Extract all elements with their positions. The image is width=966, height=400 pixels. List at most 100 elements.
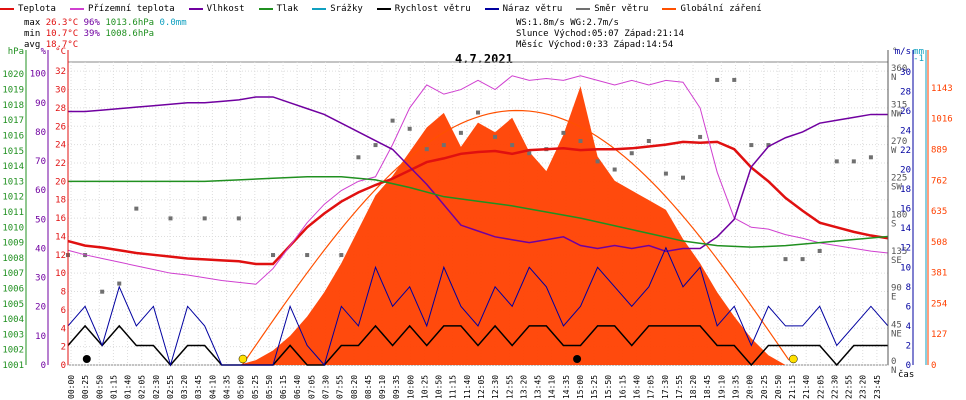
ms-axis-tick: 10	[900, 263, 911, 273]
pct-axis-tick: 0	[41, 361, 46, 371]
ms-axis-tick: 18	[900, 185, 911, 195]
min-pres: 1008.6hPa	[105, 29, 155, 39]
time-tick: 11:15	[449, 375, 458, 399]
legend-swatch	[376, 8, 391, 10]
time-tick: 15:25	[590, 375, 599, 399]
time-tick: 17:05	[647, 375, 656, 399]
legend-item: Rychlost větru	[376, 2, 471, 16]
time-tick: 00:25	[81, 375, 90, 399]
hpa-axis-tick: 1017	[2, 116, 24, 126]
time-tick: 12:55	[505, 375, 514, 399]
pct-axis-tick: 20	[35, 303, 46, 313]
ms-axis-tick: 30	[900, 68, 911, 78]
pct-axis-tick: 70	[35, 157, 46, 167]
min-temp: 10.7°C	[45, 29, 79, 39]
legend-item: Směr větru	[576, 2, 648, 16]
dir-axis-tick: 315	[891, 100, 907, 110]
wind-dir-point	[698, 134, 703, 139]
avg-temp: 18.7°C	[45, 40, 79, 50]
time-tick: 00:00	[67, 375, 76, 399]
legend-item: Tlak	[258, 2, 298, 16]
hpa-axis-tick: 1018	[2, 101, 24, 111]
time-tick: 04:35	[223, 375, 232, 399]
time-tick: 13:20	[519, 375, 528, 399]
dir-axis-label: W	[891, 146, 897, 156]
ms-axis-tick: 24	[900, 126, 911, 136]
dir-axis-label: N	[891, 73, 896, 83]
temp-axis-tick: 18	[55, 196, 66, 206]
wind-dir-point	[783, 257, 788, 262]
wind-dir-point	[458, 130, 463, 135]
time-tick: 05:25	[251, 375, 260, 399]
time-tick: 18:45	[703, 375, 712, 399]
time-tick: 23:45	[873, 375, 882, 399]
legend-swatch	[0, 8, 14, 10]
legend-swatch	[662, 8, 677, 10]
avg-label: avg	[24, 40, 41, 50]
wind-dir-point	[373, 143, 378, 148]
wind-dir-point	[766, 143, 771, 148]
time-tick: 07:55	[336, 375, 345, 399]
time-tick: 21:40	[802, 375, 811, 399]
hpa-axis-tick: 1007	[2, 269, 24, 279]
hpa-axis-tick: 1010	[2, 223, 24, 233]
pct-axis-tick: 40	[35, 244, 46, 254]
time-tick: 02:30	[152, 375, 161, 399]
legend-item: Srážky	[312, 2, 363, 16]
pct-axis-tick: 10	[35, 332, 46, 342]
wind-dir-point	[134, 206, 139, 211]
moonset-marker	[573, 355, 582, 363]
dir-axis-label: NE	[891, 329, 902, 339]
wm2-axis-tick: 254	[931, 299, 947, 309]
time-tick: 17:55	[675, 375, 684, 399]
hpa-axis-tick: 1015	[2, 147, 24, 157]
temp-axis-tick: 2	[61, 343, 66, 353]
time-tick: 14:10	[548, 375, 557, 399]
legend-item: Teplota	[0, 2, 56, 16]
ms-axis-tick: 28	[900, 87, 911, 97]
wind-dir-point	[83, 253, 88, 258]
solar-theoretical-curve	[241, 109, 790, 366]
legend-swatch	[69, 8, 84, 10]
legend-label: Srážky	[330, 4, 363, 14]
mm-axis-unit: mm	[913, 47, 924, 57]
hpa-axis-tick: 1001	[2, 361, 24, 371]
time-tick: 04:10	[208, 375, 217, 399]
hpa-axis-tick: 1003	[2, 330, 24, 340]
time-tick: 05:50	[265, 375, 274, 399]
wind-dir-point	[749, 143, 754, 148]
pct-axis-tick: 90	[35, 99, 46, 109]
hpa-axis-tick: 1009	[2, 239, 24, 249]
hpa-axis-tick: 1002	[2, 346, 24, 356]
min-label: min	[24, 29, 41, 39]
ms-axis-tick: 0	[906, 361, 911, 371]
time-tick: 02:05	[138, 375, 147, 399]
ms-axis-tick: 4	[906, 322, 911, 332]
time-tick: 15:50	[604, 375, 613, 399]
legend-item: Náraz větru	[484, 2, 563, 16]
dir-axis-label: N	[891, 366, 896, 376]
wind-dir-point	[561, 130, 566, 135]
legend-swatch	[258, 8, 273, 10]
time-tick: 06:15	[279, 375, 288, 399]
wind-dir-point	[236, 216, 241, 221]
ms-axis-tick: 6	[906, 302, 911, 312]
wg-value: WG:2.7m/s	[570, 18, 619, 28]
chart-title: 4.7.2021	[455, 52, 513, 66]
time-tick: 05:00	[237, 375, 246, 399]
ws-value: WS:1.8m/s	[516, 18, 565, 28]
time-tick: 18:20	[689, 375, 698, 399]
wind-dir-point	[732, 77, 737, 82]
max-label: max	[24, 18, 41, 28]
hpa-axis-tick: 1014	[2, 162, 24, 172]
time-tick: 20:25	[760, 375, 769, 399]
mesic-label: Měsíc	[516, 40, 544, 50]
legend-label: Vlhkost	[206, 4, 245, 14]
legend-label: Náraz větru	[502, 4, 563, 14]
legend-label: Směr větru	[594, 4, 649, 14]
time-tick: 11:40	[463, 375, 472, 399]
ms-axis-tick: 8	[906, 283, 911, 293]
wind-dir-point	[117, 281, 122, 286]
temperature-line	[67, 140, 889, 266]
dir-axis-tick: 135	[891, 247, 907, 257]
